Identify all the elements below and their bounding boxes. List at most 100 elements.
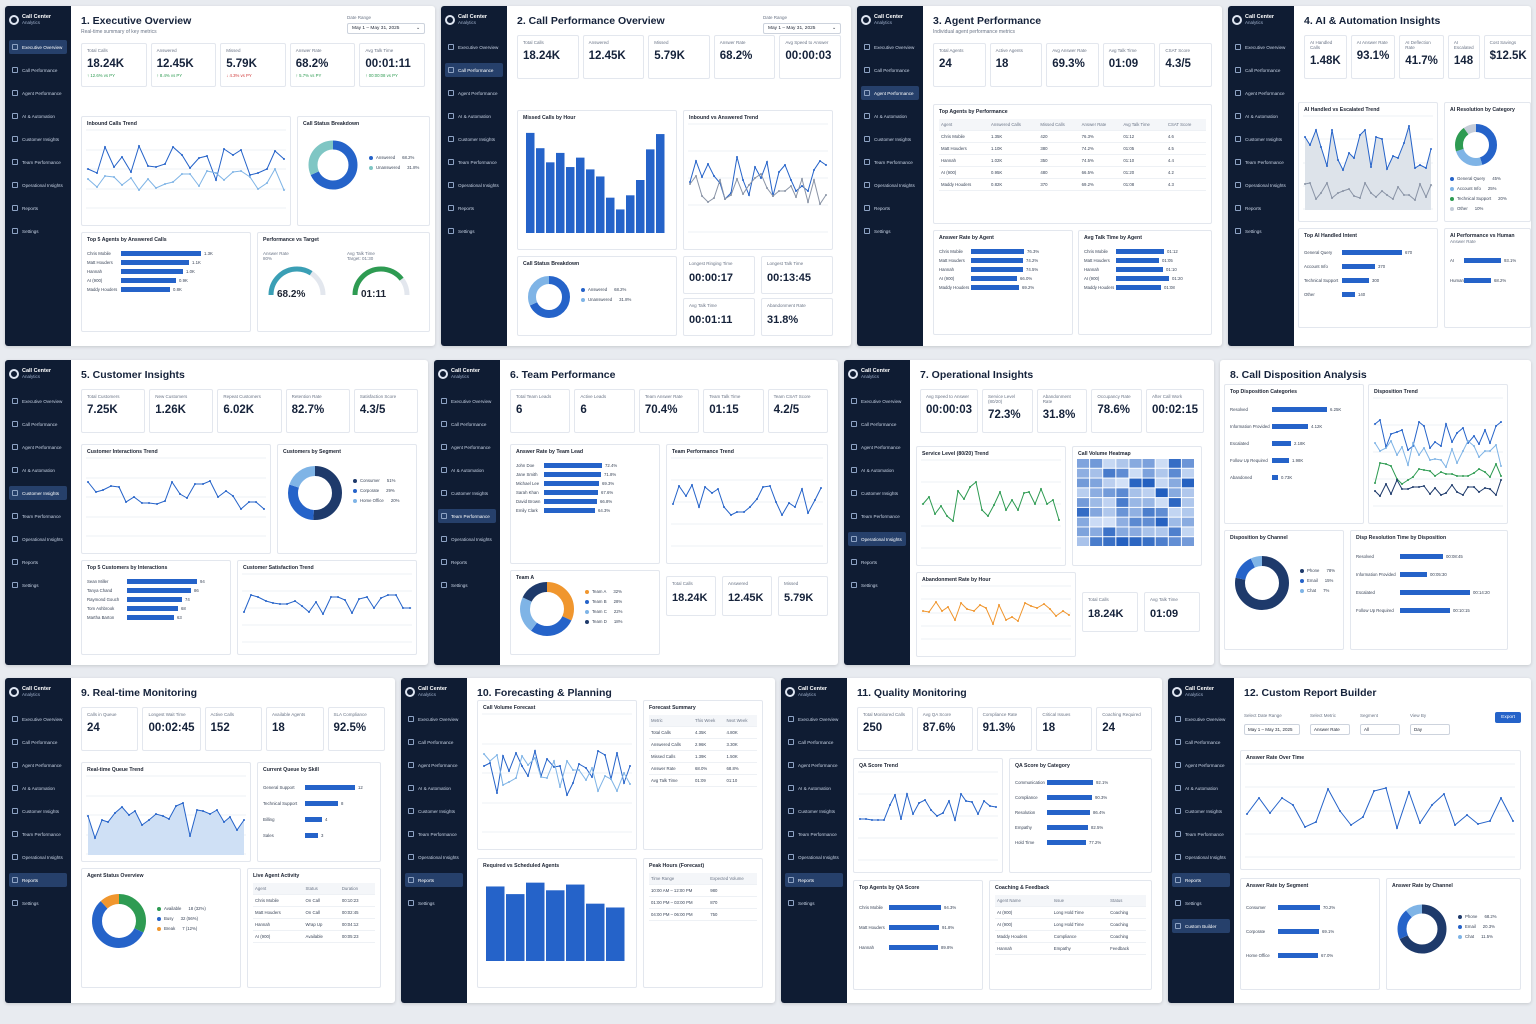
sidebar-item-1[interactable]: Call Performance: [9, 417, 67, 431]
sidebar-item-7[interactable]: Reports: [9, 555, 67, 569]
sidebar-item-3[interactable]: AI & Automation: [438, 463, 496, 477]
sidebar-item-8[interactable]: Settings: [1232, 224, 1290, 238]
sidebar-item-3[interactable]: AI & Automation: [9, 109, 67, 123]
sidebar-item-2[interactable]: Agent Performance: [1232, 86, 1290, 100]
sidebar-item-0[interactable]: Executive Overview: [848, 394, 906, 408]
sidebar-item-8[interactable]: Settings: [785, 896, 843, 910]
sidebar-item-1[interactable]: Call Performance: [848, 417, 906, 431]
date-range-picker[interactable]: Date Range May 1 – May 31, 2025 ⌄: [763, 15, 841, 34]
filter-select[interactable]: May 1 – May 31, 2025: [1244, 724, 1300, 735]
sidebar-item-6[interactable]: Operational Insights: [848, 532, 906, 546]
sidebar-item-1[interactable]: Call Performance: [445, 63, 503, 77]
sidebar-item-4[interactable]: Customer Insights: [438, 486, 496, 500]
sidebar-item-6[interactable]: Operational Insights: [1232, 178, 1290, 192]
filter-select[interactable]: Answer Rate: [1310, 724, 1350, 735]
sidebar-item-3[interactable]: AI & Automation: [405, 781, 463, 795]
sidebar-item-7[interactable]: Reports: [438, 555, 496, 569]
sidebar-item-2[interactable]: Agent Performance: [861, 86, 919, 100]
sidebar-item-custom-builder[interactable]: Custom Builder: [1172, 919, 1230, 933]
sidebar-item-5[interactable]: Team Performance: [405, 827, 463, 841]
sidebar-item-1[interactable]: Call Performance: [1172, 735, 1230, 749]
sidebar-item-7[interactable]: Reports: [861, 201, 919, 215]
sidebar-item-4[interactable]: Customer Insights: [1172, 804, 1230, 818]
sidebar-item-2[interactable]: Agent Performance: [1172, 758, 1230, 772]
sidebar-item-2[interactable]: Agent Performance: [9, 758, 67, 772]
filter-select[interactable]: Day: [1410, 724, 1450, 735]
sidebar-item-0[interactable]: Executive Overview: [9, 394, 67, 408]
sidebar-item-6[interactable]: Operational Insights: [1172, 850, 1230, 864]
sidebar-item-6[interactable]: Operational Insights: [405, 850, 463, 864]
sidebar-item-1[interactable]: Call Performance: [861, 63, 919, 77]
sidebar-item-1[interactable]: Call Performance: [9, 63, 67, 77]
sidebar-item-3[interactable]: AI & Automation: [785, 781, 843, 795]
sidebar-item-4[interactable]: Customer Insights: [1232, 132, 1290, 146]
sidebar-item-6[interactable]: Operational Insights: [9, 850, 67, 864]
sidebar-item-6[interactable]: Operational Insights: [438, 532, 496, 546]
sidebar-item-8[interactable]: Settings: [1172, 896, 1230, 910]
sidebar-item-5[interactable]: Team Performance: [1172, 827, 1230, 841]
sidebar-item-8[interactable]: Settings: [405, 896, 463, 910]
sidebar-item-2[interactable]: Agent Performance: [9, 86, 67, 100]
sidebar-item-8[interactable]: Settings: [9, 896, 67, 910]
sidebar-item-2[interactable]: Agent Performance: [785, 758, 843, 772]
sidebar-item-3[interactable]: AI & Automation: [9, 781, 67, 795]
sidebar-item-3[interactable]: AI & Automation: [1172, 781, 1230, 795]
sidebar-item-1[interactable]: Call Performance: [1232, 63, 1290, 77]
sidebar-item-4[interactable]: Customer Insights: [785, 804, 843, 818]
sidebar-item-2[interactable]: Agent Performance: [848, 440, 906, 454]
sidebar-item-4[interactable]: Customer Insights: [9, 804, 67, 818]
sidebar-item-6[interactable]: Operational Insights: [9, 532, 67, 546]
sidebar-item-3[interactable]: AI & Automation: [9, 463, 67, 477]
sidebar-item-1[interactable]: Call Performance: [9, 735, 67, 749]
sidebar-item-2[interactable]: Agent Performance: [9, 440, 67, 454]
sidebar-item-5[interactable]: Team Performance: [9, 509, 67, 523]
sidebar-item-4[interactable]: Customer Insights: [9, 132, 67, 146]
sidebar-item-5[interactable]: Team Performance: [861, 155, 919, 169]
sidebar-item-0[interactable]: Executive Overview: [405, 712, 463, 726]
sidebar-item-1[interactable]: Call Performance: [405, 735, 463, 749]
sidebar-item-4[interactable]: Customer Insights: [9, 486, 67, 500]
sidebar-item-1[interactable]: Call Performance: [438, 417, 496, 431]
sidebar-item-0[interactable]: Executive Overview: [445, 40, 503, 54]
sidebar-item-5[interactable]: Team Performance: [785, 827, 843, 841]
sidebar-item-0[interactable]: Executive Overview: [438, 394, 496, 408]
filter-select[interactable]: All: [1360, 724, 1400, 735]
sidebar-item-0[interactable]: Executive Overview: [785, 712, 843, 726]
sidebar-item-8[interactable]: Settings: [9, 578, 67, 592]
sidebar-item-0[interactable]: Executive Overview: [9, 40, 67, 54]
sidebar-item-2[interactable]: Agent Performance: [438, 440, 496, 454]
sidebar-item-8[interactable]: Settings: [445, 224, 503, 238]
sidebar-item-4[interactable]: Customer Insights: [848, 486, 906, 500]
sidebar-item-7[interactable]: Reports: [9, 201, 67, 215]
export-button[interactable]: Export: [1495, 712, 1521, 723]
sidebar-item-8[interactable]: Settings: [438, 578, 496, 592]
sidebar-item-5[interactable]: Team Performance: [848, 509, 906, 523]
sidebar-item-3[interactable]: AI & Automation: [1232, 109, 1290, 123]
sidebar-item-8[interactable]: Settings: [9, 224, 67, 238]
sidebar-item-7[interactable]: Reports: [1172, 873, 1230, 887]
sidebar-item-4[interactable]: Customer Insights: [445, 132, 503, 146]
sidebar-item-8[interactable]: Settings: [848, 578, 906, 592]
sidebar-item-3[interactable]: AI & Automation: [861, 109, 919, 123]
sidebar-item-0[interactable]: Executive Overview: [1172, 712, 1230, 726]
sidebar-item-4[interactable]: Customer Insights: [405, 804, 463, 818]
sidebar-item-8[interactable]: Settings: [861, 224, 919, 238]
sidebar-item-5[interactable]: Team Performance: [445, 155, 503, 169]
sidebar-item-5[interactable]: Team Performance: [1232, 155, 1290, 169]
sidebar-item-6[interactable]: Operational Insights: [861, 178, 919, 192]
sidebar-item-6[interactable]: Operational Insights: [445, 178, 503, 192]
sidebar-item-0[interactable]: Executive Overview: [9, 712, 67, 726]
sidebar-item-6[interactable]: Operational Insights: [9, 178, 67, 192]
sidebar-item-5[interactable]: Team Performance: [9, 155, 67, 169]
sidebar-item-3[interactable]: AI & Automation: [445, 109, 503, 123]
sidebar-item-0[interactable]: Executive Overview: [1232, 40, 1290, 54]
sidebar-item-7[interactable]: Reports: [445, 201, 503, 215]
sidebar-item-1[interactable]: Call Performance: [785, 735, 843, 749]
sidebar-item-7[interactable]: Reports: [405, 873, 463, 887]
sidebar-item-7[interactable]: Reports: [9, 873, 67, 887]
sidebar-item-2[interactable]: Agent Performance: [405, 758, 463, 772]
sidebar-item-5[interactable]: Team Performance: [438, 509, 496, 523]
sidebar-item-7[interactable]: Reports: [848, 555, 906, 569]
sidebar-item-4[interactable]: Customer Insights: [861, 132, 919, 146]
sidebar-item-5[interactable]: Team Performance: [9, 827, 67, 841]
